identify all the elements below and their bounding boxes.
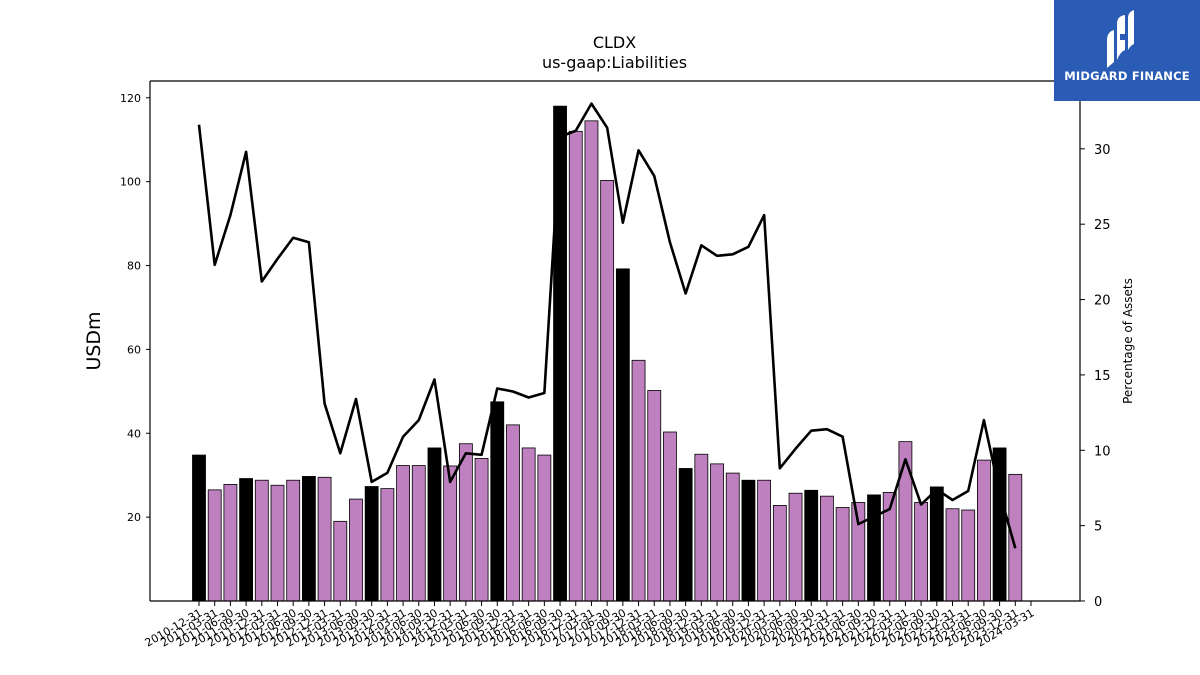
bar (411, 465, 426, 602)
bar (741, 479, 756, 602)
bar (820, 495, 834, 602)
brand-name: MIDGARD FINANCE (1064, 69, 1190, 83)
y2-tick-label: 25 (1094, 218, 1111, 233)
bar (1008, 473, 1023, 602)
y2-ticks-group: 0 5 10 15 20 25 30 (1080, 143, 1111, 610)
x-ticks-group: 2010-12-312011-03-312011-06-302011-09-30… (143, 601, 1037, 650)
bar (772, 504, 787, 602)
bar (678, 468, 693, 602)
bar (301, 476, 316, 602)
bar (710, 463, 724, 602)
bar (568, 130, 583, 602)
bar (270, 484, 285, 602)
bar (663, 431, 677, 602)
y2-axis-label: Percentage of Assets (1121, 278, 1135, 404)
bar (427, 447, 442, 602)
bar (239, 478, 253, 602)
bar (945, 508, 960, 602)
bar (961, 509, 976, 602)
bar (443, 465, 458, 602)
bar (223, 484, 238, 602)
bar (490, 401, 505, 602)
bar (254, 479, 269, 602)
bar (647, 390, 662, 602)
bar (600, 179, 615, 602)
y-axis-label: USDm (83, 311, 105, 371)
bars-group (192, 105, 1023, 602)
y2-tick-label: 30 (1094, 143, 1111, 158)
y-tick-label: 80 (127, 260, 141, 273)
bar (615, 268, 630, 602)
bar (380, 488, 395, 602)
bar (631, 359, 646, 602)
bar (929, 486, 944, 602)
bar (333, 520, 348, 602)
bar (537, 454, 552, 602)
bar (521, 447, 536, 602)
bar (192, 454, 206, 602)
y2-tick-label: 0 (1094, 595, 1102, 610)
bar (553, 105, 567, 602)
logo-mark-icon (1107, 10, 1134, 68)
bar (835, 507, 850, 602)
y-tick-label: 20 (127, 511, 141, 524)
brand-logo: MIDGARD FINANCE (1054, 0, 1200, 101)
y2-tick-label: 10 (1094, 444, 1111, 459)
axes-group (149, 80, 1081, 602)
bar (694, 453, 709, 602)
bar (506, 424, 520, 602)
y-tick-label: 60 (127, 343, 141, 356)
bar (898, 441, 913, 602)
bar (286, 479, 301, 602)
y-tick-label: 40 (127, 427, 141, 440)
bar (584, 120, 599, 602)
bar (207, 489, 222, 602)
bar (977, 459, 991, 602)
y2-tick-label: 20 (1094, 294, 1111, 309)
line-series (197, 102, 1017, 549)
y-tick-label: 120 (120, 92, 141, 105)
bar (349, 498, 363, 602)
bar (867, 494, 881, 602)
y-tick-label: 100 (120, 176, 141, 189)
bar (788, 492, 803, 602)
chart-title: CLDX (592, 33, 637, 52)
bar (725, 472, 740, 602)
y-ticks-group: 20 40 60 80 100 120 (120, 92, 150, 524)
line-group (197, 102, 1017, 549)
bar (757, 479, 772, 602)
y2-tick-label: 5 (1094, 520, 1102, 535)
bar (458, 443, 473, 602)
bar (396, 465, 410, 602)
bar (364, 486, 379, 602)
chart-subtitle: us-gaap:Liabilities (541, 53, 688, 72)
bar (804, 489, 819, 602)
y2-tick-label: 15 (1094, 369, 1111, 384)
bar (474, 458, 489, 602)
bar (914, 502, 929, 602)
bar (317, 476, 332, 602)
